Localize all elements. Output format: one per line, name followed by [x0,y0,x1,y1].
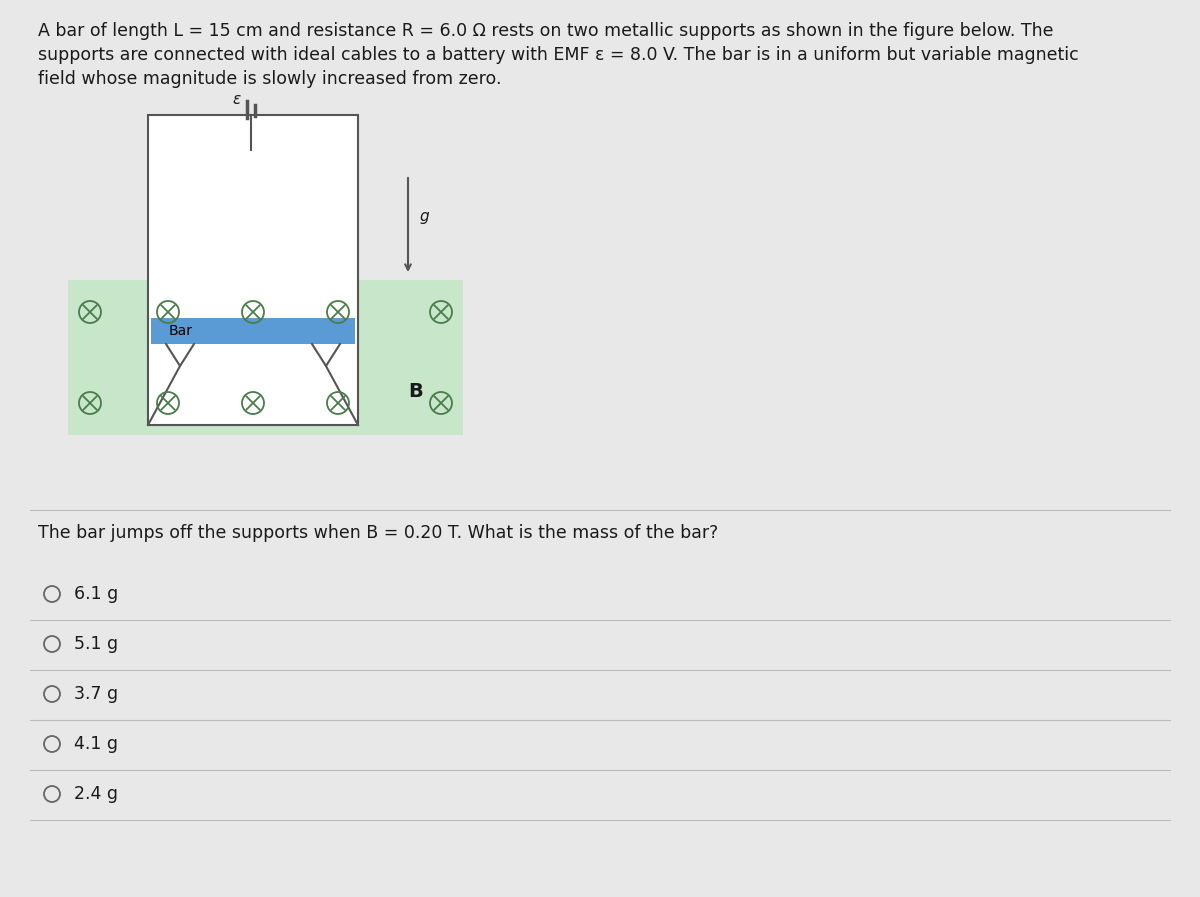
Text: field whose magnitude is slowly increased from zero.: field whose magnitude is slowly increase… [38,70,502,88]
Text: 6.1 g: 6.1 g [74,585,119,603]
Text: The bar jumps off the supports when B = 0.20 T. What is the mass of the bar?: The bar jumps off the supports when B = … [38,524,719,542]
Text: $\varepsilon$: $\varepsilon$ [232,91,241,107]
Text: A bar of length L = 15 cm and resistance R = 6.0 Ω rests on two metallic support: A bar of length L = 15 cm and resistance… [38,22,1054,40]
Text: g: g [420,210,430,224]
Text: supports are connected with ideal cables to a battery with EMF ε = 8.0 V. The ba: supports are connected with ideal cables… [38,46,1079,64]
Text: 4.1 g: 4.1 g [74,735,118,753]
Text: Bar: Bar [169,324,193,338]
Bar [151,318,355,344]
Text: B: B [408,382,422,401]
Bar [148,115,358,425]
Text: 3.7 g: 3.7 g [74,685,118,703]
Bar [68,280,463,435]
Text: 2.4 g: 2.4 g [74,785,118,803]
Text: 5.1 g: 5.1 g [74,635,118,653]
